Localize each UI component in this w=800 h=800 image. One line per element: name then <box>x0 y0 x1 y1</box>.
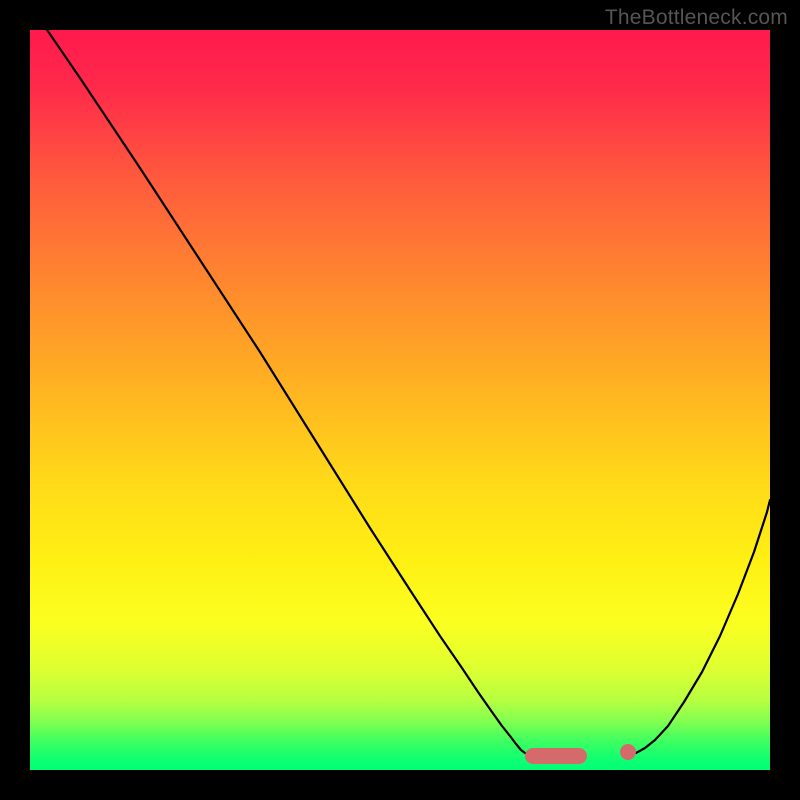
frame-border-bottom <box>0 770 800 800</box>
trough-marker-pill <box>525 748 587 764</box>
chart-plot-area <box>30 30 770 770</box>
frame-border-left <box>0 0 30 800</box>
frame-border-right <box>770 0 800 800</box>
right-curve <box>636 500 770 753</box>
watermark-text: TheBottleneck.com <box>605 6 788 30</box>
left-curve <box>30 30 525 753</box>
trough-marker-dot <box>620 744 636 760</box>
curve-layer <box>30 30 770 770</box>
